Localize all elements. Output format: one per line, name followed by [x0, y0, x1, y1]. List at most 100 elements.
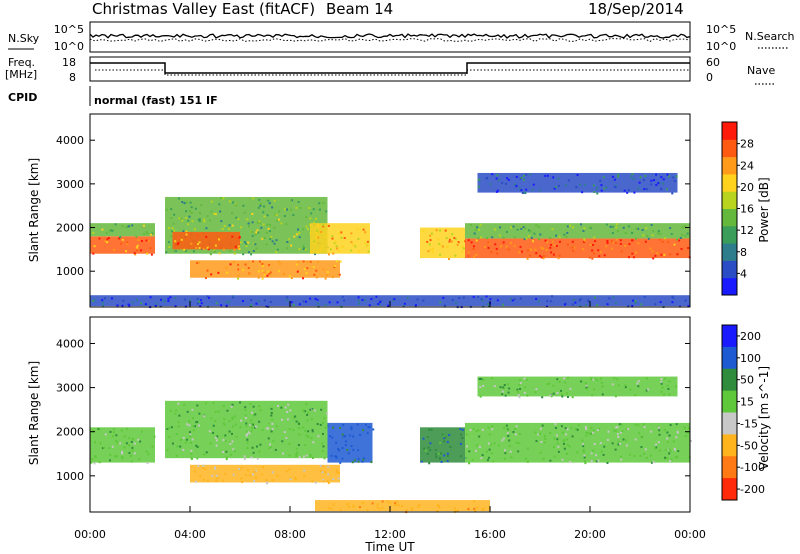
velocity-speckle [222, 422, 225, 425]
velocity-speckle [288, 442, 291, 445]
velocity-speckle [327, 473, 330, 476]
velocity-speckle [296, 451, 299, 454]
power-speckle [170, 235, 173, 238]
power-speckle [538, 238, 541, 241]
velocity-speckle [304, 430, 307, 433]
power-speckle [439, 253, 442, 256]
power-speckle [606, 303, 609, 306]
velocity-speckle [658, 433, 661, 436]
power-speckle [594, 240, 597, 243]
power-speckle [182, 230, 185, 233]
velocity-speckle [303, 475, 306, 478]
velocity-speckle [567, 376, 570, 379]
power-speckle [532, 183, 535, 186]
power-speckle [341, 295, 344, 298]
power-speckle [445, 237, 448, 240]
velocity-speckle [311, 456, 314, 459]
velocity-speckle [683, 426, 686, 429]
power-speckle [542, 255, 545, 258]
velocity-speckle [583, 454, 586, 457]
velocity-speckle [230, 432, 233, 435]
velocity-speckle [481, 454, 484, 457]
power-speckle [273, 242, 276, 245]
power-speckle [273, 199, 276, 202]
velocity-speckle [401, 505, 404, 508]
power-speckle [214, 244, 217, 247]
velocity-speckle [231, 403, 234, 406]
velocity-speckle [493, 442, 496, 445]
beam-label: Beam 14 [326, 0, 393, 18]
power-speckle [671, 301, 674, 304]
velocity-speckle [584, 462, 587, 465]
power-speckle [313, 242, 316, 245]
velocity-speckle [471, 459, 474, 462]
power-speckle [620, 250, 623, 253]
power-speckle [497, 178, 500, 181]
velocity-speckle [303, 469, 306, 472]
velocity-speckle [322, 480, 325, 483]
velocity-speckle [332, 426, 335, 429]
power-speckle [306, 267, 309, 270]
nave-label: Nave [747, 64, 775, 77]
velocity-speckle [590, 378, 593, 381]
velocity-speckle [337, 477, 340, 480]
power-speckle [191, 220, 194, 223]
power-speckle [329, 248, 332, 251]
power-speckle [250, 299, 253, 302]
velocity-speckle [171, 442, 174, 445]
power-speckle [557, 177, 560, 180]
velocity-speckle [295, 453, 298, 456]
velocity-speckle [196, 457, 199, 460]
power-colorbar-cell [722, 156, 737, 175]
power-speckle [208, 219, 211, 222]
power-speckle [650, 179, 653, 182]
power-band [90, 295, 690, 307]
power-speckle [252, 197, 255, 200]
velocity-speckle [246, 438, 249, 441]
velocity-speckle [240, 466, 243, 469]
velocity-speckle [104, 433, 107, 436]
velocity-speckle [542, 457, 545, 460]
power-speckle [549, 236, 552, 239]
power-speckle [93, 299, 96, 302]
velocity-speckle [508, 439, 511, 442]
power-speckle [515, 175, 518, 178]
velocity-speckle [265, 427, 268, 430]
velocity-speckle [245, 430, 248, 433]
velocity-speckle [101, 447, 104, 450]
velocity-colorbar-tick-label: 200 [740, 330, 761, 343]
power-speckle [600, 184, 603, 187]
velocity-speckle [250, 430, 253, 433]
power-speckle [646, 234, 649, 237]
velocity-speckle [543, 435, 546, 438]
time-tick-label: 12:00 [374, 528, 406, 541]
velocity-speckle [556, 392, 559, 395]
power-speckle [140, 302, 143, 305]
freq-panel: Freq. [MHz] 18 8 60 0 Nave [5, 56, 776, 85]
power-speckle [247, 251, 250, 254]
velocity-speckle [261, 466, 264, 469]
velocity-speckle [523, 391, 526, 394]
velocity-speckle [204, 402, 207, 405]
power-speckle [624, 231, 627, 234]
power-speckle [393, 298, 396, 301]
velocity-speckle [147, 453, 150, 456]
velocity-speckle [121, 457, 124, 460]
cpid-value: normal (fast) 151 IF [94, 94, 218, 107]
velocity-speckle [292, 416, 295, 419]
velocity-speckle [192, 425, 195, 428]
power-speckle [331, 237, 334, 240]
power-speckle [190, 242, 193, 245]
power-speckle [338, 249, 341, 252]
velocity-speckle [667, 387, 670, 390]
power-speckle [660, 176, 663, 179]
velocity-speckle [244, 406, 247, 409]
velocity-speckle [311, 429, 314, 432]
power-speckle [574, 301, 577, 304]
power-speckle [525, 237, 528, 240]
power-speckle [277, 260, 280, 263]
velocity-speckle [130, 440, 133, 443]
velocity-speckle [504, 452, 507, 455]
power-speckle [403, 302, 406, 305]
velocity-speckle [376, 503, 379, 506]
